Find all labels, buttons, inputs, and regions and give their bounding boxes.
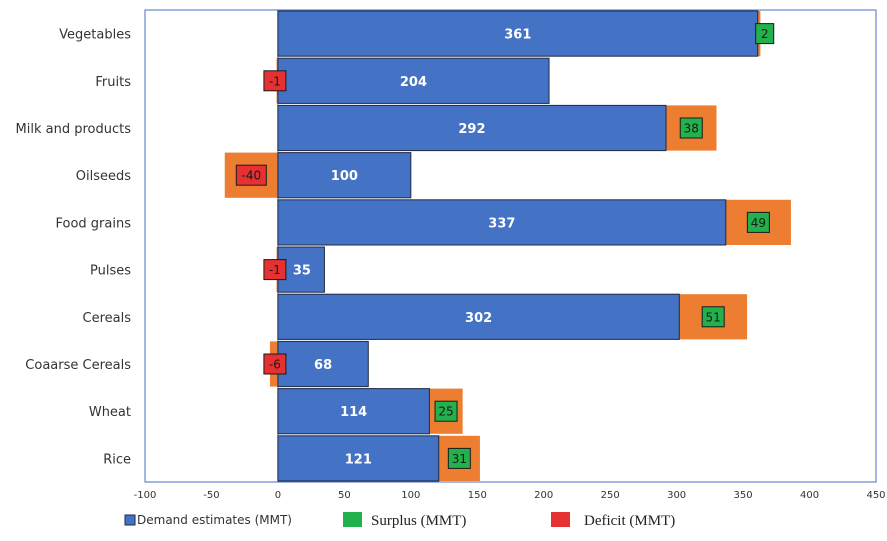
legend-swatch-surplus bbox=[343, 512, 362, 527]
deficit-badge-pulses bbox=[263, 259, 287, 281]
category-label-fruits: Fruits bbox=[95, 75, 131, 90]
deficit-badge-fruits bbox=[263, 70, 287, 92]
x-tick-label: 350 bbox=[734, 490, 753, 501]
demand-bar-oilseeds bbox=[277, 152, 412, 199]
surplus-badge-vegetables bbox=[755, 23, 775, 45]
surplus-badge-wheat bbox=[434, 400, 458, 422]
demand-bar-wheat bbox=[277, 388, 430, 435]
category-label-wheat: Wheat bbox=[89, 405, 131, 420]
demand-value-label-oilseeds: 100 bbox=[331, 169, 358, 184]
demand-bar-milk-and-products bbox=[277, 104, 667, 152]
legend-label-demand: Demand estimates (MMT) bbox=[137, 513, 292, 527]
surplus-value-label-wheat: 25 bbox=[438, 405, 453, 419]
demand-value-label-vegetables: 361 bbox=[504, 28, 531, 43]
demand-value-label-rice: 121 bbox=[345, 452, 372, 467]
legend-label-deficit: Deficit (MMT) bbox=[584, 513, 675, 529]
x-tick-label: 250 bbox=[601, 490, 620, 501]
x-tick-label: 400 bbox=[800, 490, 819, 501]
category-label-oilseeds: Oilseeds bbox=[76, 169, 131, 184]
x-tick-label: 300 bbox=[667, 490, 686, 501]
surplus-value-label-cereals: 51 bbox=[706, 310, 721, 324]
demand-value-label-food-grains: 337 bbox=[488, 216, 515, 231]
category-label-milk-and-products: Milk and products bbox=[16, 122, 132, 137]
surplus-value-label-food-grains: 49 bbox=[751, 216, 766, 230]
x-tick-label: -50 bbox=[203, 490, 219, 501]
demand-value-label-wheat: 114 bbox=[340, 405, 367, 420]
surplus-value-label-rice: 31 bbox=[452, 452, 467, 466]
x-tick-label: 150 bbox=[468, 490, 487, 501]
demand-value-label-fruits: 204 bbox=[400, 75, 427, 90]
surplus-value-label-milk-and-products: 38 bbox=[684, 122, 699, 136]
surplus-badge-milk-and-products bbox=[679, 117, 703, 139]
demand-bar-cereals bbox=[277, 293, 680, 340]
category-label-cereals: Cereals bbox=[83, 311, 132, 326]
category-label-coaarse-cereals: Coaarse Cereals bbox=[25, 358, 131, 373]
plot-area-border bbox=[144, 9, 877, 483]
x-tick-label: 100 bbox=[401, 490, 420, 501]
x-tick-label: 0 bbox=[275, 490, 281, 501]
legend-swatch-deficit bbox=[551, 512, 570, 527]
x-tick-label: 50 bbox=[338, 490, 351, 501]
category-label-vegetables: Vegetables bbox=[59, 28, 131, 43]
x-tick-label: 450 bbox=[866, 490, 885, 501]
deficit-badge-oilseeds bbox=[235, 164, 267, 186]
surplus-value-label-vegetables: 2 bbox=[761, 27, 769, 41]
demand-bar-rice bbox=[277, 435, 440, 482]
legend-swatch-demand bbox=[124, 514, 136, 526]
deficit-value-label-pulses: -1 bbox=[269, 263, 281, 277]
surplus-badge-cereals bbox=[701, 306, 725, 328]
deficit-badge-coaarse-cereals bbox=[263, 353, 287, 375]
deficit-value-label-fruits: -1 bbox=[269, 74, 281, 88]
legend: Demand estimates (MMT) Surplus (MMT) Def… bbox=[124, 512, 675, 529]
demand-value-label-milk-and-products: 292 bbox=[458, 122, 485, 137]
x-tick-label: -100 bbox=[134, 490, 157, 501]
category-label-pulses: Pulses bbox=[90, 264, 131, 279]
deficit-value-label-oilseeds: -40 bbox=[242, 169, 262, 183]
surplus-badge-rice bbox=[447, 447, 471, 469]
demand-value-label-coaarse-cereals: 68 bbox=[314, 358, 332, 373]
demand-value-label-pulses: 35 bbox=[293, 264, 311, 279]
category-label-food-grains: Food grains bbox=[56, 216, 132, 231]
demand-bar-vegetables bbox=[277, 10, 759, 57]
surplus-badge-food-grains bbox=[746, 211, 770, 233]
category-label-rice: Rice bbox=[103, 452, 131, 467]
demand-bar-food-grains bbox=[277, 199, 727, 246]
x-tick-label: 200 bbox=[534, 490, 553, 501]
legend-label-surplus: Surplus (MMT) bbox=[371, 513, 466, 529]
demand-value-label-cereals: 302 bbox=[465, 311, 492, 326]
deficit-value-label-coaarse-cereals: -6 bbox=[269, 358, 281, 372]
